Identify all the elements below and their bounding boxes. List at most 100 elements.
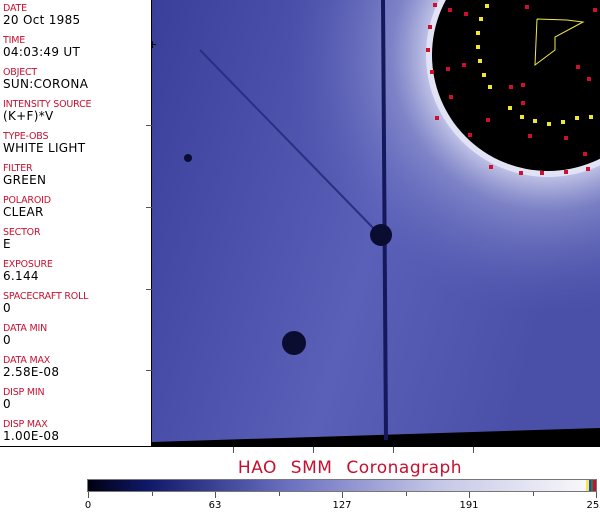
colorbar-red — [593, 480, 596, 491]
field-label: FILTER — [3, 163, 33, 174]
red-marker — [587, 77, 591, 81]
red-marker — [468, 133, 472, 137]
field-label: DATE — [3, 3, 27, 14]
red-marker — [576, 65, 580, 69]
red-marker — [509, 85, 513, 89]
pylon-diagonal — [199, 49, 381, 236]
field-label: DATA MAX — [3, 355, 51, 366]
field-label: INTENSITY SOURCE — [3, 99, 92, 110]
yellow-marker — [520, 115, 524, 119]
metadata-field: DATE 20 Oct 1985 — [3, 3, 81, 27]
red-marker — [464, 12, 468, 16]
yellow-marker — [488, 85, 492, 89]
field-value: WHITE LIGHT — [3, 141, 86, 155]
field-value: 0 — [3, 301, 11, 315]
field-value: CLEAR — [3, 205, 44, 219]
metadata-field: EXPOSURE 6.144 — [3, 259, 53, 283]
colorbar-tick — [532, 492, 534, 496]
yellow-marker — [482, 73, 486, 77]
pylon-vertical — [381, 0, 388, 441]
field-value: E — [3, 237, 11, 251]
colorbar-tick-label: 0 — [84, 500, 92, 511]
metadata-field: DATA MAX 2.58E-08 — [3, 355, 59, 379]
image-axis-tick — [233, 447, 234, 453]
svg-text:+: + — [152, 38, 157, 51]
metadata-field: DISP MIN 0 — [3, 387, 45, 411]
field-label: SPACECRAFT ROLL — [3, 291, 89, 302]
colorbar-tick — [151, 492, 153, 496]
red-marker — [564, 136, 568, 140]
metadata-panel: DATE 20 Oct 1985 TIME 04:03:49 UT OBJECT SUN:… — [0, 0, 152, 447]
image-axis-tick — [473, 447, 474, 453]
colorbar-tick — [342, 492, 343, 498]
pylon-disk — [370, 224, 392, 246]
field-value: 04:03:49 UT — [3, 45, 81, 59]
red-marker — [519, 171, 523, 175]
field-label: DATA MIN — [3, 323, 47, 334]
red-marker — [446, 67, 450, 71]
yellow-marker — [547, 122, 551, 126]
red-marker — [528, 134, 532, 138]
occulter-disk — [432, 0, 600, 171]
red-marker — [540, 171, 544, 175]
field-label: SECTOR — [3, 227, 41, 238]
chart-title: HAO SMM Coronagraph — [237, 458, 463, 478]
grid-markers — [426, 3, 597, 175]
field-label: EXPOSURE — [3, 259, 53, 270]
yellow-marker — [476, 45, 480, 49]
field-label: TYPE-OBS — [3, 131, 49, 142]
red-marker — [448, 8, 452, 12]
red-marker — [586, 167, 590, 171]
red-marker — [430, 70, 434, 74]
yellow-marker — [478, 59, 482, 63]
metadata-field: DATA MIN 0 — [3, 323, 47, 347]
field-value: 2.58E-08 — [3, 365, 60, 379]
metadata-field: FILTER GREEN — [3, 163, 46, 187]
image-axis-tick — [146, 289, 152, 290]
image-axis-tick — [146, 125, 152, 126]
field-label: OBJECT — [3, 67, 38, 78]
red-marker — [593, 8, 597, 12]
metadata-field: DISP MAX 1.00E-08 — [3, 419, 59, 443]
dark-spot — [282, 331, 306, 355]
image-axis-tick — [146, 370, 152, 371]
colorbar-tick-label: 127 — [332, 500, 352, 511]
image-axis-tick — [313, 447, 314, 453]
red-marker — [521, 83, 525, 87]
red-marker — [428, 25, 432, 29]
yellow-marker — [508, 106, 512, 110]
colorbar-blue — [589, 480, 592, 491]
colorbar-tick — [88, 492, 89, 498]
yellow-marker — [476, 31, 480, 35]
coronagraph-image: + — [152, 0, 600, 447]
field-value: GREEN — [3, 173, 47, 187]
yellow-marker — [485, 4, 489, 8]
colorbar-tick — [469, 492, 470, 498]
colorbar-green — [591, 480, 594, 491]
field-label: DISP MAX — [3, 419, 48, 430]
field-value: 20 Oct 1985 — [3, 13, 81, 27]
red-marker — [583, 152, 587, 156]
metadata-field: TYPE-OBS WHITE LIGHT — [3, 131, 85, 155]
red-marker — [521, 101, 525, 105]
red-marker — [462, 63, 466, 67]
colorbar-tick-label: 255 — [586, 500, 600, 511]
field-label: TIME — [3, 35, 26, 46]
red-marker — [486, 118, 490, 122]
colorbar-yellow — [586, 480, 590, 491]
field-value: 6.144 — [3, 269, 39, 283]
image-axis-tick — [393, 447, 394, 453]
yellow-marker — [533, 119, 537, 123]
yellow-marker — [575, 116, 579, 120]
colorbar-tick — [215, 492, 216, 498]
field-label: DISP MIN — [3, 387, 45, 398]
dark-spot-small — [184, 154, 192, 162]
colorbar-tick — [596, 492, 597, 498]
red-marker — [564, 170, 568, 174]
colorbar — [87, 479, 597, 492]
field-label: POLAROID — [3, 195, 51, 206]
field-value: (K+F)*V — [3, 109, 54, 123]
metadata-field: TIME 04:03:49 UT — [3, 35, 80, 59]
field-value: SUN:CORONA — [3, 77, 89, 91]
red-marker — [433, 3, 437, 7]
